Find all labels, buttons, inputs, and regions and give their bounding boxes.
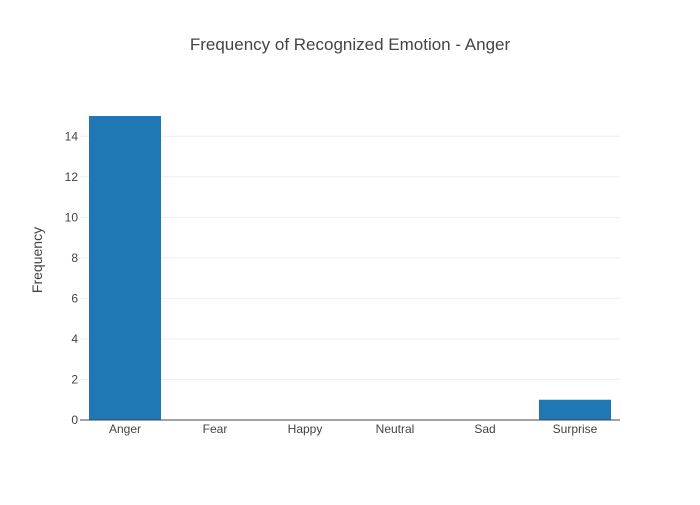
y-tick-label-14: 14: [65, 129, 79, 143]
x-tick-label-fear: Fear: [203, 422, 228, 436]
x-tick-labels: Anger Fear Happy Neutral Sad Surprise: [109, 422, 598, 436]
y-tick-labels: 0 2 4 6 8 10 12 14: [65, 129, 79, 427]
y-tick-label-2: 2: [71, 372, 78, 386]
x-tick-label-happy: Happy: [288, 422, 323, 436]
y-tick-label-12: 12: [65, 170, 79, 184]
x-tick-label-neutral: Neutral: [376, 422, 415, 436]
x-tick-label-anger: Anger: [109, 422, 141, 436]
x-tick-label-sad: Sad: [474, 422, 495, 436]
y-tick-label-10: 10: [65, 210, 79, 224]
bar-surprise: [539, 399, 611, 420]
x-tick-label-surprise: Surprise: [553, 422, 598, 436]
bar-anger: [89, 116, 161, 420]
y-tick-label-8: 8: [71, 251, 78, 265]
y-tick-label-6: 6: [71, 291, 78, 305]
y-tick-label-4: 4: [71, 332, 78, 346]
chart-title: Frequency of Recognized Emotion - Anger: [190, 35, 511, 54]
grid-lines: [80, 135, 620, 380]
y-axis-label: Frequency: [29, 227, 45, 293]
bars: [89, 116, 611, 420]
y-tick-label-0: 0: [71, 413, 78, 427]
